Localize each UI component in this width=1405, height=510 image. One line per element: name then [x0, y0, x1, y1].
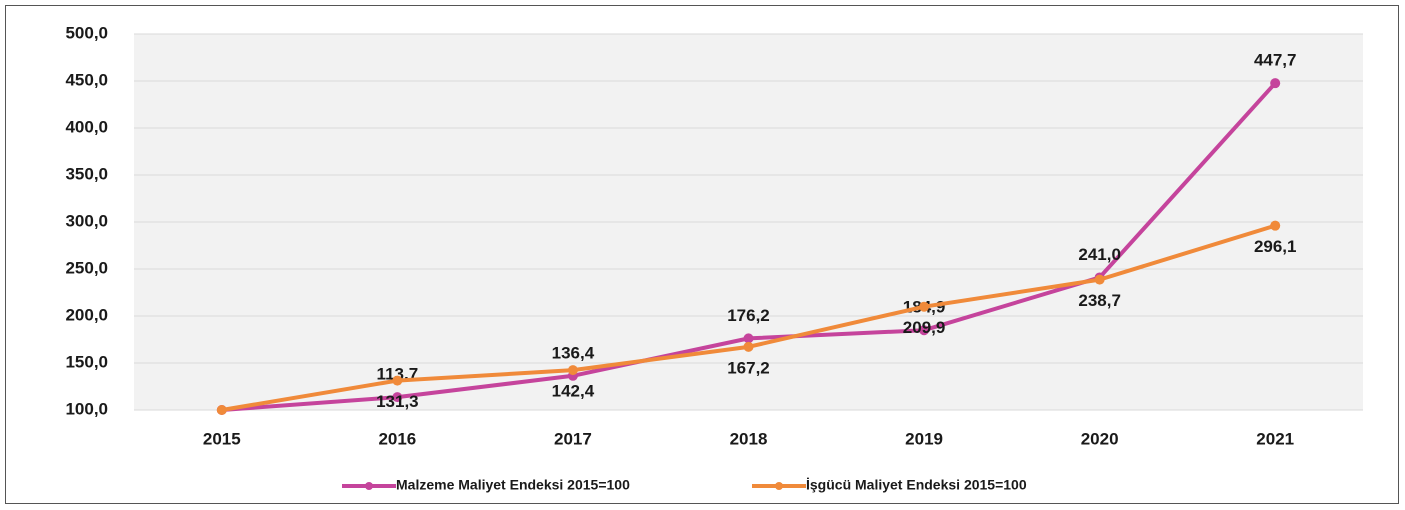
legend-marker — [775, 482, 783, 490]
x-tick-label: 2020 — [1081, 429, 1119, 448]
y-tick-label: 400,0 — [65, 117, 108, 136]
data-label: 142,4 — [552, 382, 595, 401]
x-tick-label: 2018 — [730, 429, 768, 448]
y-tick-label: 250,0 — [65, 258, 108, 277]
data-label: 131,3 — [376, 392, 419, 411]
data-label: 136,4 — [552, 343, 595, 362]
y-tick-label: 200,0 — [65, 305, 108, 324]
marker — [1270, 220, 1281, 231]
x-tick-label: 2017 — [554, 429, 592, 448]
x-tick-label: 2021 — [1256, 429, 1294, 448]
y-tick-label: 500,0 — [65, 23, 108, 42]
data-label: 447,7 — [1254, 51, 1297, 70]
marker — [919, 325, 930, 336]
marker — [743, 341, 754, 352]
legend-marker — [365, 482, 373, 490]
y-tick-label: 300,0 — [65, 211, 108, 230]
legend-label: Malzeme Maliyet Endeksi 2015=100 — [396, 477, 630, 493]
marker — [567, 365, 578, 376]
marker — [743, 333, 754, 344]
x-tick-label: 2016 — [378, 429, 416, 448]
marker — [919, 301, 930, 312]
y-tick-label: 100,0 — [65, 399, 108, 418]
y-tick-label: 350,0 — [65, 164, 108, 183]
marker — [1094, 274, 1105, 285]
data-label: 238,7 — [1078, 291, 1121, 310]
legend-label: İşgücü Maliyet Endeksi 2015=100 — [806, 477, 1027, 493]
x-tick-label: 2019 — [905, 429, 943, 448]
data-label: 209,9 — [903, 318, 946, 337]
data-label: 167,2 — [727, 358, 770, 377]
marker — [216, 405, 227, 415]
data-label: 241,0 — [1078, 245, 1121, 264]
data-label: 296,1 — [1254, 237, 1297, 256]
marker — [1270, 78, 1281, 89]
y-tick-label: 450,0 — [65, 70, 108, 89]
data-label: 176,2 — [727, 306, 770, 325]
y-tick-label: 150,0 — [65, 352, 108, 371]
x-tick-label: 2015 — [203, 429, 241, 448]
marker — [392, 392, 403, 403]
marker — [392, 375, 403, 386]
